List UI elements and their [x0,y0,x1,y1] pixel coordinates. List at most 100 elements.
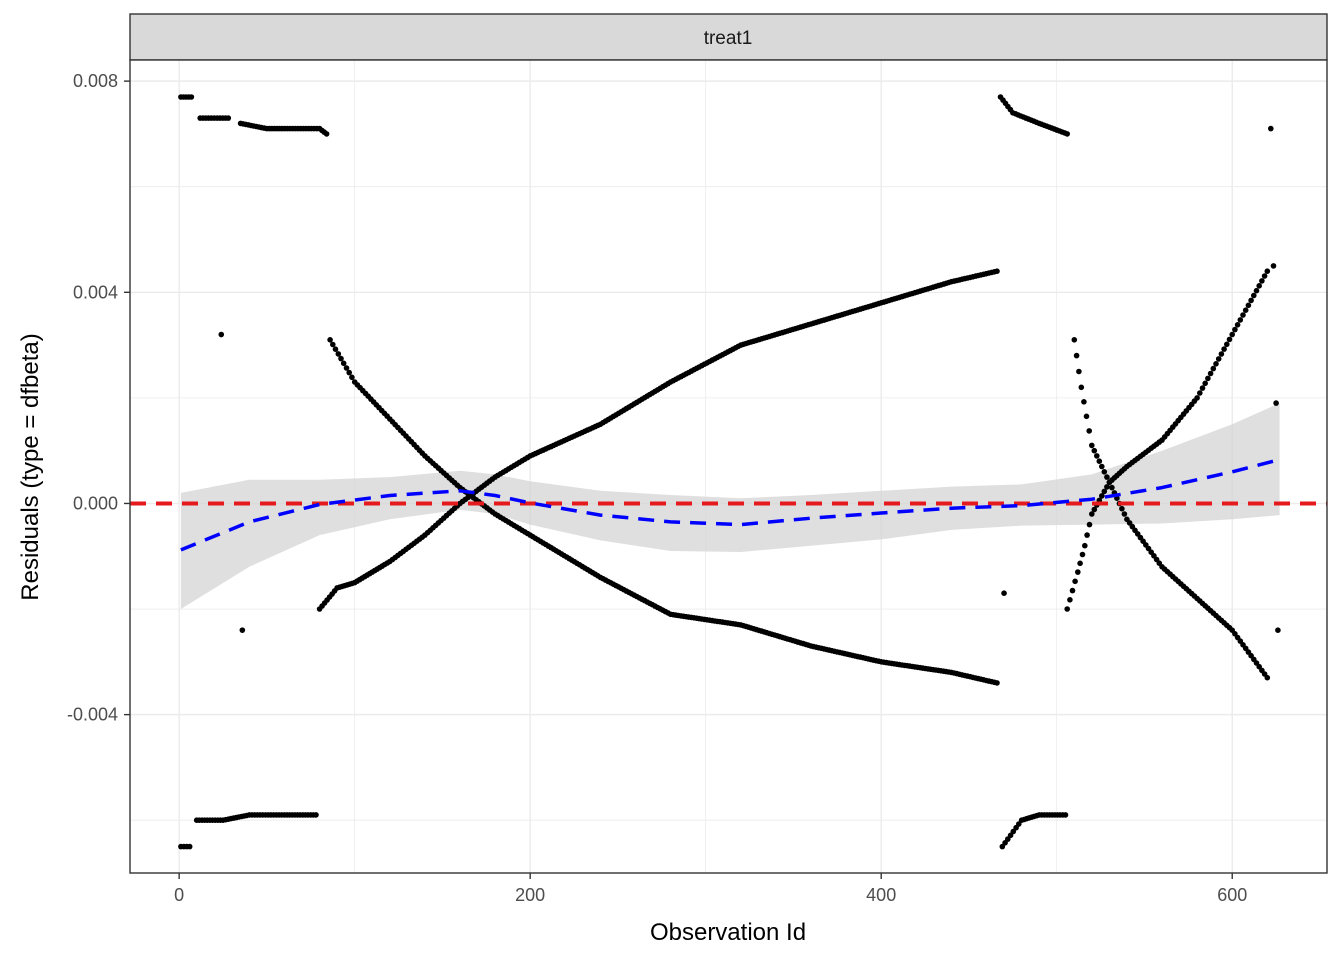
data-point [1221,346,1227,352]
data-point [1224,341,1230,348]
data-point [1226,336,1233,343]
data-point [1089,442,1095,449]
data-point [1264,674,1271,681]
data-point [1197,390,1203,396]
x-tick-label: 0 [174,885,184,905]
data-point [239,627,246,633]
data-point [225,115,232,121]
data-point [1086,428,1092,434]
data-point [1237,317,1244,323]
data-point [1256,283,1262,289]
data-point [1101,469,1108,475]
data-point [1218,351,1225,357]
data-point [1215,356,1222,362]
data-point [1261,273,1268,279]
x-tick-label: 200 [515,885,545,905]
data-point [1069,587,1076,594]
data-point [1242,307,1249,314]
data-point [1064,131,1070,137]
data-point [1099,493,1105,499]
data-point [1234,322,1241,328]
data-point [1077,560,1083,567]
data-point [1213,361,1219,367]
data-point [1064,606,1070,612]
x-tick-label: 400 [866,885,896,905]
x-axis-title: Observation Id [650,919,806,946]
facet-strip [129,13,1328,61]
smooth-confidence-band [180,403,1280,609]
data-point [1089,511,1095,517]
data-point [1268,125,1274,132]
plot-panel [129,59,1328,874]
data-point [1199,385,1206,391]
data-point [1086,521,1093,528]
data-point [340,360,347,367]
y-axis: -0.004 0.000 0.004 0.008 [67,71,130,725]
data-point [1248,297,1254,304]
data-point [1205,375,1211,382]
data-point [1083,413,1090,420]
data-point [346,369,353,376]
data-point [1245,302,1252,309]
data-point [1091,506,1098,513]
data-point [332,346,339,353]
data-point [218,331,225,338]
data-point [1078,384,1085,391]
data-point [1202,380,1208,387]
smooth-trend-line [180,457,1281,552]
data-point [1275,627,1281,633]
data-point [1075,569,1081,575]
data-point [1082,542,1088,549]
data-point [1071,337,1078,343]
data-point [1094,453,1100,459]
data-point [1194,395,1200,401]
data-point [1253,287,1260,294]
y-tick-label: 0.008 [73,71,118,91]
data-point [338,355,344,362]
data-point [1232,326,1238,333]
data-point [1106,479,1113,486]
data-point [1099,463,1105,470]
data-point [1259,278,1265,284]
data-point [994,268,1000,275]
y-tick-label: -0.004 [67,705,118,725]
data-point [1104,484,1110,490]
data-point [1079,551,1086,558]
data-point [343,365,350,371]
data-point [1251,292,1257,299]
data-point [1101,488,1108,495]
grid-minor [130,60,1327,873]
data-point [335,351,342,357]
data-point [330,341,336,348]
data-point [1264,268,1271,275]
data-point [323,131,330,137]
data-point [994,680,1000,686]
panel-border [129,59,1328,874]
data-point [186,843,193,850]
data-point [1067,597,1073,603]
data-point [1073,352,1080,359]
facet-strip-label: treat1 [704,28,753,49]
x-axis: 0 200 400 600 [174,873,1247,905]
data-point [188,94,195,100]
data-point [327,337,333,343]
data-point [1091,447,1098,454]
data-point [1062,812,1069,818]
data-point [1121,511,1128,517]
data-point [1207,370,1214,377]
data-point [1081,399,1087,405]
data-point [1229,331,1235,338]
data-point [1109,484,1115,491]
y-axis-title: Residuals (type = dfbeta) [17,333,44,600]
data-point [1240,312,1246,318]
data-point [1104,474,1110,480]
y-tick-label: 0.004 [73,282,118,302]
data-point [1270,263,1277,269]
y-tick-label: 0.000 [73,493,118,513]
data-point [1096,458,1103,465]
data-point [1072,578,1078,585]
data-point [349,374,355,381]
data-point [1076,368,1082,375]
data-point [1001,590,1007,597]
